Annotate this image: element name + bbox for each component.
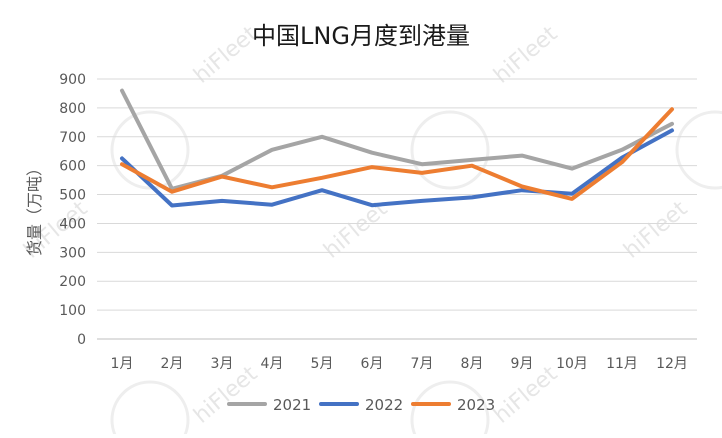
watermark-seal	[410, 380, 490, 438]
x-tick-label: 12月	[656, 356, 688, 372]
legend-item-2022: 2022	[319, 396, 403, 414]
y-tick-label: 100	[59, 303, 86, 319]
series-line-2022	[120, 128, 674, 208]
x-tick-label: 9月	[511, 356, 534, 372]
y-tick-label: 700	[59, 130, 86, 146]
y-tick-label: 500	[59, 188, 86, 204]
y-tick-label: 0	[77, 332, 86, 348]
series-lines	[120, 88, 674, 208]
legend-label: 2023	[457, 396, 495, 414]
x-tick-label: 8月	[461, 356, 484, 372]
x-tick-label: 3月	[211, 356, 234, 372]
y-tick-label: 600	[59, 159, 86, 175]
x-tick-label: 10月	[556, 356, 588, 372]
watermark-seal	[675, 110, 722, 190]
watermark-seal	[410, 110, 490, 190]
watermark-seal	[110, 110, 190, 190]
chart-title: 中国LNG月度到港量	[252, 22, 470, 50]
legend-label: 2022	[365, 396, 403, 414]
watermark-seal	[110, 380, 190, 438]
y-tick-label: 900	[59, 72, 86, 88]
series-line-2023	[120, 107, 674, 201]
y-tick-label: 300	[59, 245, 86, 261]
y-axis-ticks: 0 100 200 300 400 500 600 700 800 900	[59, 72, 86, 348]
y-tick-label: 400	[59, 216, 86, 232]
x-tick-label: 6月	[361, 356, 384, 372]
x-tick-label: 2月	[161, 356, 184, 372]
legend-label: 2021	[273, 396, 311, 414]
legend-item-2021: 2021	[227, 396, 311, 414]
x-tick-label: 4月	[261, 356, 284, 372]
legend: 2021 2022 2023	[227, 396, 495, 414]
y-axis-label: 货量（万吨）	[25, 160, 44, 256]
x-tick-label: 1月	[111, 356, 134, 372]
gridlines	[97, 78, 697, 340]
legend-item-2023: 2023	[411, 396, 495, 414]
y-tick-label: 200	[59, 274, 86, 290]
y-tick-label: 800	[59, 101, 86, 117]
x-tick-label: 5月	[311, 356, 334, 372]
x-axis-ticks: 1月 2月 3月 4月 5月 6月 7月 8月 9月 10月 11月 12月	[111, 356, 688, 372]
x-tick-label: 7月	[411, 356, 434, 372]
x-tick-label: 11月	[606, 356, 638, 372]
